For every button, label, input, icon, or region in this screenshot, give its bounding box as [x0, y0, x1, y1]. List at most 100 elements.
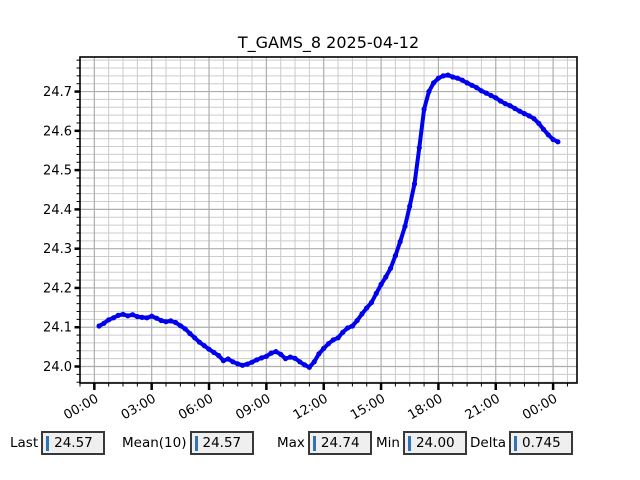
- data-point-marker: [517, 108, 523, 114]
- data-point-marker: [540, 126, 547, 132]
- data-point-marker: [402, 223, 408, 229]
- data-point-marker: [201, 343, 207, 349]
- x-tick-label: 15:00: [348, 391, 388, 423]
- x-tick-label: 03:00: [119, 391, 159, 423]
- data-point-marker: [101, 320, 107, 326]
- data-point-marker: [149, 313, 155, 319]
- data-point-marker: [416, 145, 422, 151]
- data-point-marker: [96, 323, 102, 329]
- data-point-marker: [349, 323, 355, 329]
- data-point-marker: [435, 75, 441, 81]
- x-tick-label: 00:00: [61, 391, 101, 423]
- x-tick-label: 18:00: [405, 391, 445, 423]
- data-point-marker: [297, 359, 303, 365]
- y-tick-label: 24.2: [43, 281, 72, 296]
- data-point-marker: [306, 364, 312, 370]
- data-point-marker: [426, 89, 432, 95]
- stat-value-box-mean[interactable]: 24.57: [189, 431, 254, 455]
- stat-value-box-last[interactable]: 24.57: [41, 431, 106, 455]
- stat-group-mean: Mean(10) 24.57: [122, 431, 254, 455]
- data-point-marker: [345, 325, 351, 331]
- data-point-marker: [488, 92, 494, 99]
- data-point-marker: [483, 90, 489, 96]
- data-point-marker: [359, 311, 365, 317]
- data-point-marker: [431, 80, 437, 86]
- data-point-marker: [196, 339, 203, 345]
- x-tick-label: 12:00: [291, 391, 331, 423]
- data-point-marker: [225, 356, 231, 362]
- data-point-marker: [330, 337, 336, 343]
- data-point-marker: [239, 362, 246, 368]
- text-cursor-icon: [407, 435, 411, 451]
- plot-border: [79, 56, 578, 384]
- data-point-marker: [292, 355, 298, 361]
- data-point-marker: [168, 318, 174, 324]
- data-point-marker: [110, 315, 117, 321]
- chart-title: T_GAMS_8 2025-04-12: [237, 33, 420, 52]
- data-point-marker: [550, 136, 556, 143]
- data-point-marker: [526, 113, 532, 119]
- data-point-marker: [478, 88, 484, 94]
- data-point-marker: [507, 103, 513, 109]
- x-tick-label: 06:00: [176, 391, 216, 423]
- y-tick-label: 24.3: [43, 242, 72, 257]
- data-point-marker: [459, 77, 465, 83]
- data-point-marker: [383, 274, 389, 280]
- data-point-marker: [454, 75, 461, 81]
- data-point-marker: [153, 315, 160, 321]
- data-point-marker: [273, 349, 279, 355]
- data-point-marker: [407, 203, 413, 209]
- data-point-marker: [469, 82, 475, 88]
- data-point-marker: [388, 265, 394, 271]
- text-cursor-icon: [312, 435, 316, 451]
- data-point-marker: [220, 358, 226, 364]
- data-point-marker: [282, 356, 289, 362]
- data-point-marker: [134, 314, 140, 320]
- plot-background: [80, 57, 577, 383]
- data-point-marker: [139, 314, 145, 320]
- data-point-marker: [411, 181, 418, 187]
- stat-group-delta: Delta 0.745: [470, 431, 574, 455]
- data-point-marker: [536, 120, 542, 126]
- data-point-marker: [545, 132, 551, 138]
- data-point-marker: [521, 111, 528, 117]
- data-point-marker: [340, 329, 346, 335]
- stat-value-max: 24.74: [320, 435, 360, 451]
- y-tick-label: 24.6: [43, 124, 72, 139]
- stat-value-box-max[interactable]: 24.74: [307, 431, 372, 455]
- data-point-marker: [115, 312, 121, 318]
- stat-group-last: Last 24.57: [10, 431, 106, 455]
- data-point-marker: [211, 349, 217, 355]
- data-point-marker: [364, 305, 370, 311]
- x-tick-label: 09:00: [233, 391, 273, 423]
- chart-area: 24.0 24.1 24.2 24.3 24.4 24.5 24.6 24.7 00:00 03:…: [43, 33, 578, 423]
- data-point-marker: [130, 312, 136, 318]
- data-point-marker: [302, 362, 308, 368]
- data-point-marker: [325, 341, 332, 347]
- stat-label-mean: Mean(10): [122, 435, 187, 451]
- stat-value-last: 24.57: [54, 435, 93, 451]
- y-tick-label: 24.5: [43, 164, 72, 179]
- y-tick-label: 24.4: [43, 203, 72, 218]
- data-point-marker: [216, 352, 222, 359]
- data-point-marker: [316, 351, 322, 357]
- data-point-marker: [278, 351, 284, 357]
- stat-value-box-min[interactable]: 24.00: [402, 431, 467, 455]
- data-point-marker: [244, 361, 250, 367]
- data-point-marker: [421, 106, 427, 112]
- data-point-marker: [173, 319, 179, 326]
- stat-group-max: Max 24.74: [277, 431, 372, 455]
- stat-value-box-delta[interactable]: 0.745: [509, 431, 574, 455]
- data-point-marker: [158, 317, 164, 324]
- data-point-marker: [144, 315, 150, 321]
- text-cursor-icon: [194, 435, 198, 451]
- data-point-marker: [311, 359, 317, 365]
- data-point-marker: [230, 359, 236, 365]
- data-point-marker: [125, 313, 131, 319]
- x-tick-label: 00:00: [520, 391, 560, 423]
- y-tick-label: 24.7: [43, 85, 72, 100]
- stat-value-delta: 0.745: [522, 435, 561, 451]
- data-point-marker: [287, 354, 293, 360]
- data-point-marker: [397, 239, 403, 245]
